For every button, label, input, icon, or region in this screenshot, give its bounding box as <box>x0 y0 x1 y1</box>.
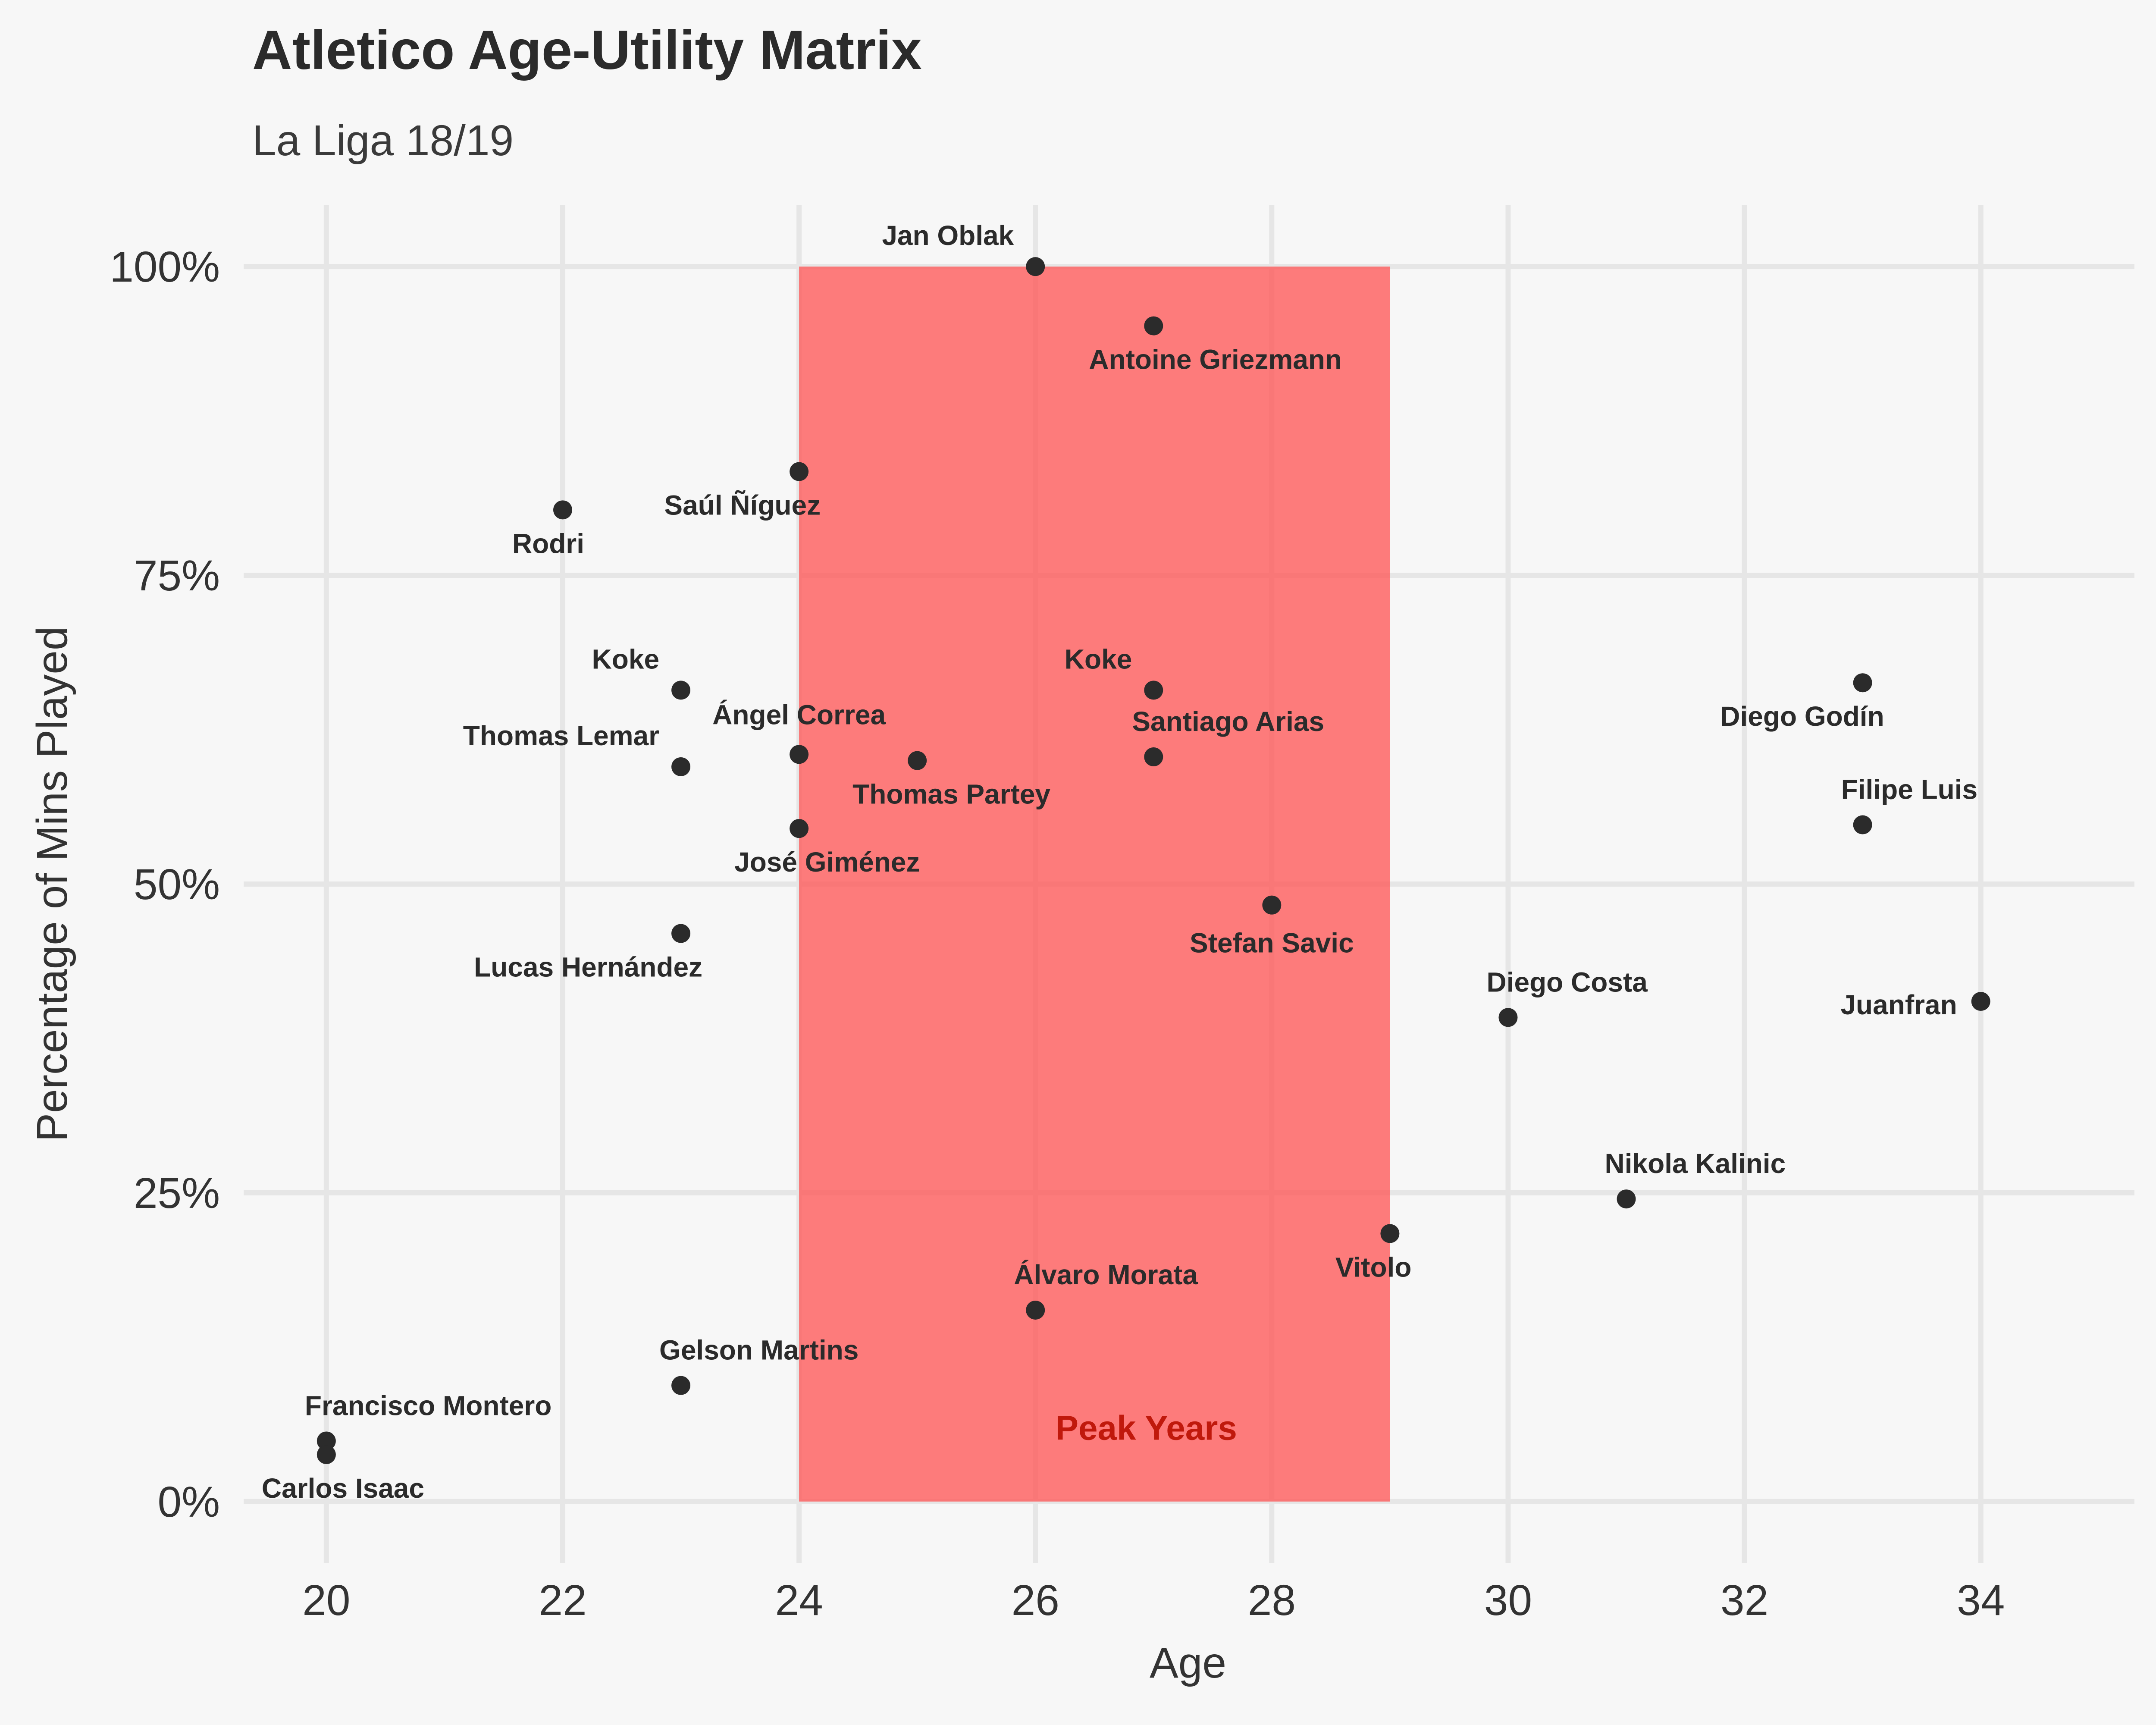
axis-layer: 20 22 24 26 28 30 32 34 0% 25% 50% 75% 100% <box>110 243 2005 1625</box>
peak-region-layer: Peak Years <box>799 267 1390 1502</box>
point-label: Vitolo <box>1335 1251 1412 1283</box>
data-point <box>1262 895 1282 915</box>
data-point <box>790 819 809 838</box>
data-point <box>1144 681 1163 700</box>
y-tick-label: 75% <box>134 552 220 600</box>
data-point <box>317 1445 336 1464</box>
data-point <box>1144 747 1163 767</box>
data-point <box>1853 673 1872 693</box>
chart-subtitle: La Liga 18/19 <box>252 116 514 165</box>
point-label: Nikola Kalinic <box>1605 1148 1786 1179</box>
point-label: Thomas Lemar <box>463 720 659 751</box>
point-label: Diego Godín <box>1720 701 1884 732</box>
point-label: Koke <box>592 643 660 674</box>
y-tick-label: 50% <box>134 860 220 909</box>
data-point <box>1971 992 1990 1011</box>
point-label: Francisco Montero <box>305 1390 552 1421</box>
x-tick-label: 32 <box>1720 1576 1768 1625</box>
chart-title: Atletico Age-Utility Matrix <box>252 19 922 81</box>
x-tick-label: 34 <box>1957 1576 2005 1625</box>
x-tick-label: 30 <box>1484 1576 1532 1625</box>
data-point <box>553 500 572 520</box>
data-point-layer <box>317 257 1990 1464</box>
data-point <box>908 751 927 770</box>
point-label: Juanfran <box>1840 989 1957 1020</box>
y-tick-label: 0% <box>157 1478 220 1526</box>
x-axis-title: Age <box>1150 1639 1226 1687</box>
point-label: Carlos Isaac <box>262 1473 424 1504</box>
x-tick-label: 24 <box>775 1576 823 1625</box>
x-tick-label: 28 <box>1248 1576 1296 1625</box>
x-tick-label: 26 <box>1012 1576 1059 1625</box>
data-point <box>671 1376 691 1395</box>
point-label: Gelson Martins <box>659 1335 859 1366</box>
point-label: Antoine Griezmann <box>1089 344 1342 375</box>
point-label: Koke <box>1065 643 1132 674</box>
point-label: Filipe Luis <box>1841 774 1977 805</box>
x-tick-label: 22 <box>539 1576 586 1625</box>
data-point <box>1498 1008 1518 1027</box>
y-axis-title: Percentage of Mins Played <box>28 626 76 1142</box>
point-label-layer: Jan Oblak Antoine Griezmann Saúl Ñíguez Rod… <box>262 220 1977 1504</box>
peak-years-region <box>799 267 1390 1502</box>
data-point <box>1026 1300 1045 1320</box>
data-point <box>790 462 809 481</box>
data-point <box>671 924 691 943</box>
data-point <box>1380 1224 1400 1243</box>
data-point <box>1144 316 1163 336</box>
point-label: Stefan Savic <box>1190 928 1354 959</box>
point-label: Ángel Correa <box>712 699 886 730</box>
point-label: Diego Costa <box>1486 966 1648 997</box>
peak-years-label: Peak Years <box>1056 1409 1237 1447</box>
point-label: José Giménez <box>734 847 920 878</box>
point-label: Thomas Partey <box>852 779 1050 810</box>
data-point <box>1617 1189 1636 1209</box>
point-label: Santiago Arias <box>1132 706 1324 737</box>
y-tick-label: 100% <box>110 243 220 291</box>
point-label: Álvaro Morata <box>1014 1259 1198 1290</box>
data-point <box>790 745 809 764</box>
x-tick-label: 20 <box>302 1576 350 1625</box>
data-point <box>1853 815 1872 834</box>
y-tick-label: 25% <box>134 1169 220 1217</box>
point-label: Lucas Hernández <box>474 952 702 983</box>
point-label: Saúl Ñíguez <box>664 490 821 521</box>
data-point <box>671 757 691 776</box>
data-point <box>317 1431 336 1451</box>
point-label: Jan Oblak <box>882 220 1014 251</box>
data-point <box>671 681 691 700</box>
data-point <box>1026 257 1045 276</box>
point-label: Rodri <box>512 528 584 559</box>
